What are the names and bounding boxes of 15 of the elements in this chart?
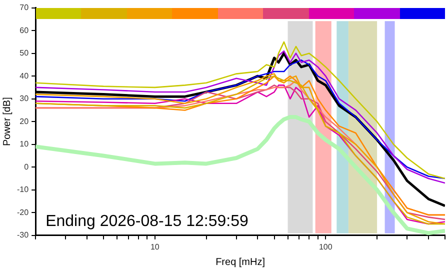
y-tick-label: 60 [20, 26, 30, 35]
y-tick-label: 70 [20, 3, 30, 12]
y-tick-label: 50 [20, 48, 30, 58]
y-tick-label: -30 [17, 230, 30, 240]
y-axis-title: Power [dB] [2, 96, 13, 146]
annotation: Ending 2026-08-15 12:59:59 [46, 212, 248, 230]
x-axis-title: Freq [mHz] [216, 256, 266, 268]
y-tick-label: -20 [17, 208, 30, 217]
y-tick-label: -10 [17, 185, 30, 194]
y-tick-label: 10 [20, 140, 30, 149]
y-tick-label: 0 [24, 162, 30, 172]
y-tick-label: 30 [20, 94, 30, 104]
y-tick-label: 20 [20, 116, 30, 126]
x-tick-label: 100 [318, 242, 333, 252]
y-tick-label: 40 [20, 71, 30, 80]
